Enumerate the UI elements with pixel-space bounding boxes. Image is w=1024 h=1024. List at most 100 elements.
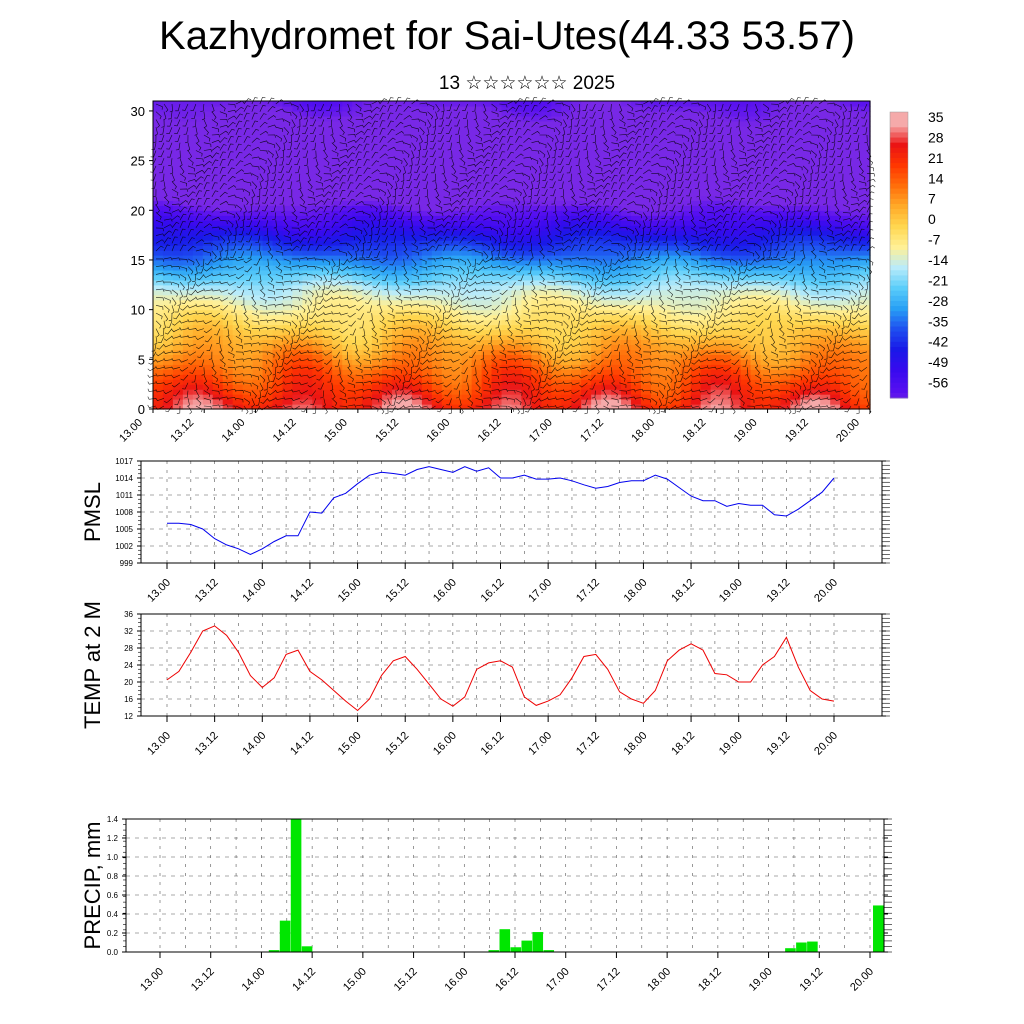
heatmap-cell (322, 175, 333, 182)
wind-barb (211, 374, 219, 383)
heatmap-cell (232, 250, 244, 256)
heatmap-cell (521, 180, 533, 187)
wind-barb (246, 235, 253, 243)
heatmap-cell (262, 399, 274, 405)
heatmap-cell (262, 170, 274, 177)
heatmap-cell (551, 349, 562, 355)
heatmap-cell (601, 379, 612, 385)
heatmap-cell (352, 220, 363, 226)
wind-barb (184, 390, 189, 399)
wind-barb (163, 230, 172, 236)
heatmap-cell (640, 185, 652, 192)
heatmap-cell (312, 190, 323, 196)
heatmap-cell (401, 404, 413, 410)
wind-barb (155, 305, 164, 310)
heatmap-cell (581, 334, 592, 341)
heatmap-cell (551, 354, 562, 360)
heatmap-cell (302, 240, 313, 246)
heatmap-cell (342, 150, 353, 157)
heatmap-cell (700, 324, 712, 331)
heatmap-cell (212, 309, 224, 316)
heatmap-cell (312, 115, 323, 122)
heatmap-cell (421, 170, 433, 177)
wind-barb (248, 282, 253, 290)
wind-barb (227, 405, 236, 410)
heatmap-cell (352, 289, 363, 296)
heatmap-cell (272, 309, 284, 316)
heatmap-cell (650, 185, 662, 192)
heatmap-cell (710, 130, 722, 137)
heatmap-cell (461, 115, 473, 122)
heatmap-cell (461, 329, 473, 336)
heatmap-cell (830, 359, 841, 365)
heatmap-cell (491, 404, 503, 410)
heatmap-cell (621, 255, 632, 261)
wind-barb (187, 334, 196, 339)
heatmap-cell (441, 314, 453, 321)
heatmap-cell (790, 185, 801, 192)
heatmap-cell (860, 379, 871, 385)
heatmap-cell (541, 359, 552, 365)
heatmap-cell (640, 165, 652, 172)
heatmap-cell (581, 354, 592, 360)
heatmap-cell (352, 170, 363, 177)
heatmap-cell (411, 180, 423, 187)
heatmap-cell (581, 314, 592, 321)
heatmap-cell (860, 255, 871, 261)
heatmap-cell (611, 344, 622, 350)
heatmap-cell (411, 105, 423, 112)
heatmap-cell (282, 190, 294, 196)
heatmap-cell (172, 150, 184, 157)
heatmap-cell (282, 125, 294, 132)
wind-barb (243, 144, 252, 151)
heatmap-cell (401, 279, 413, 286)
heatmap-cell (631, 269, 642, 276)
heatmap-cell (720, 255, 732, 261)
heatmap-cell (352, 369, 363, 375)
heatmap-cell (212, 105, 224, 112)
heatmap-cell (581, 379, 592, 385)
heatmap-cell (640, 314, 652, 321)
heatmap-cell (601, 245, 612, 251)
heatmap-cell (202, 235, 214, 241)
heatmap-cell (740, 269, 752, 276)
heatmap-cell (382, 269, 393, 276)
heatmap-cell (840, 289, 851, 296)
heatmap-cell (700, 190, 712, 196)
heatmap-cell (730, 160, 742, 167)
heatmap-cell (352, 200, 363, 206)
heatmap-cell (790, 170, 801, 177)
heatmap-cell (162, 289, 174, 296)
heatmap-cell (591, 205, 602, 211)
heatmap-cell (800, 274, 811, 281)
heatmap-cell (242, 304, 254, 311)
heatmap-cell (501, 190, 513, 196)
heatmap-cell (431, 349, 443, 355)
heatmap-cell (800, 190, 811, 196)
heatmap-cell (591, 354, 602, 360)
wind-barb (226, 328, 230, 337)
heatmap-cell (192, 250, 204, 256)
heatmap-cell (322, 165, 333, 172)
wind-barb (219, 144, 227, 151)
heatmap-cell (531, 274, 542, 281)
wind-barb (179, 289, 183, 299)
heatmap-cell (531, 319, 542, 326)
heatmap-cell (690, 369, 702, 375)
heatmap-cell (272, 399, 284, 405)
heatmap-cell (481, 190, 493, 196)
heatmap-cell (750, 230, 762, 236)
heatmap-cell (640, 299, 652, 306)
heatmap-cell (830, 175, 841, 182)
heatmap-cell (332, 235, 343, 241)
heatmap-cell (252, 235, 264, 241)
wind-barb (155, 373, 165, 377)
heatmap-cell (840, 205, 851, 211)
heatmap-cell (421, 115, 433, 122)
heatmap-cell (242, 274, 254, 281)
heatmap-cell (172, 101, 184, 107)
heatmap-cell (840, 250, 851, 256)
heatmap-cell (850, 294, 861, 301)
heatmap-cell (401, 140, 413, 147)
heatmap-cell (392, 314, 403, 321)
